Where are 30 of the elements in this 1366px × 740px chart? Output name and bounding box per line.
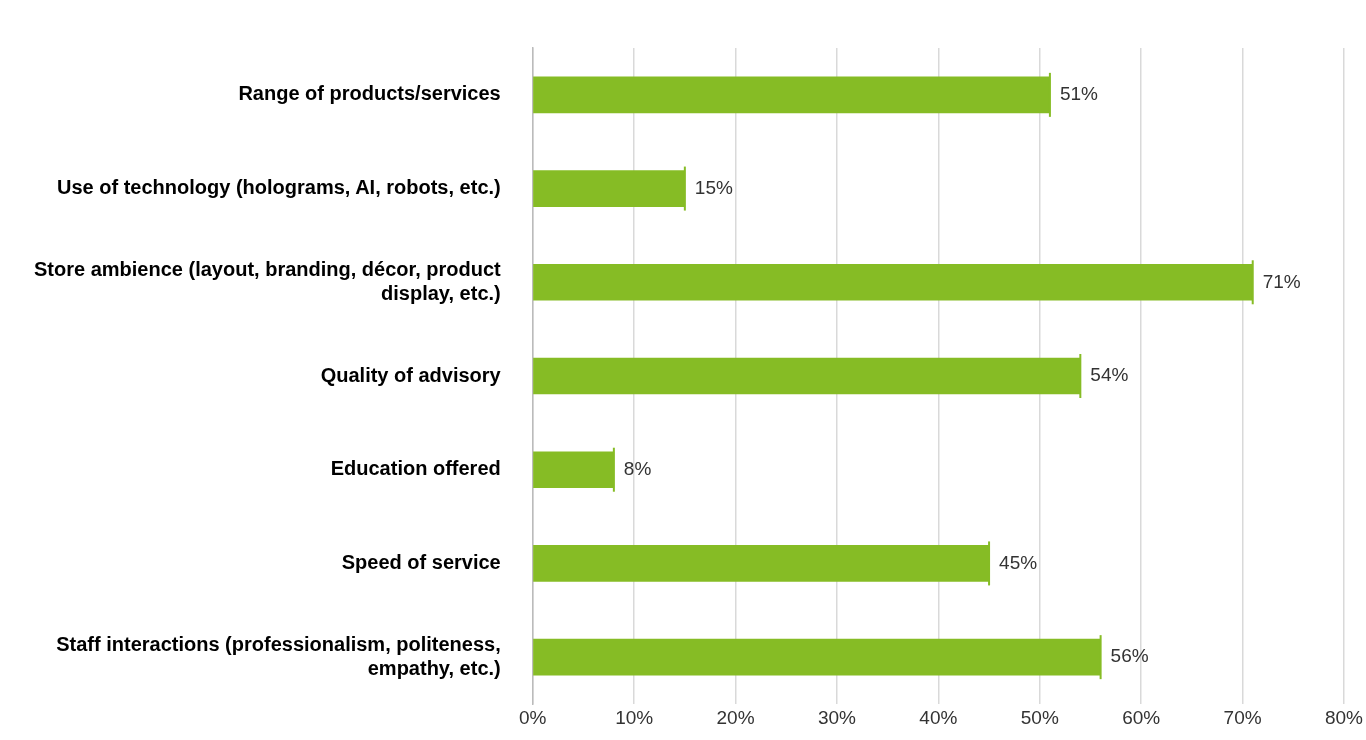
x-tick-label: 60% (1122, 706, 1161, 728)
x-tick-label: 10% (615, 706, 654, 728)
bar (533, 545, 990, 582)
data-label: 15% (694, 176, 733, 198)
bar (533, 263, 1254, 301)
y-tick-label: Speed of service (341, 550, 501, 573)
y-tick-label: Quality of advisory (320, 363, 502, 386)
data-label: 45% (999, 551, 1038, 573)
bar (533, 357, 1081, 395)
bar (533, 451, 615, 489)
x-tick-label: 0% (519, 706, 547, 728)
y-tick-label: Store ambience (layout, branding, décor, product display, etc.) (33, 257, 502, 304)
y-tick-label: Staff interactions (professionalism, politeness, empathy, etc.) (56, 632, 501, 679)
x-tick-label: 30% (817, 706, 857, 728)
x-tick-label: 80% (1324, 706, 1364, 728)
x-tick-label: 70% (1223, 706, 1262, 728)
x-tick-label: 50% (1020, 706, 1059, 728)
y-tick-label: Education offered (330, 457, 501, 480)
data-label: 71% (1262, 270, 1301, 292)
data-label: 56% (1110, 645, 1149, 667)
y-tick-label: Use of technology (holograms, AI, robots, etc.) (56, 176, 501, 199)
data-label: 51% (1059, 83, 1099, 105)
bar (533, 638, 1101, 676)
x-tick-label: 20% (716, 706, 755, 728)
data-label: 8% (623, 457, 652, 479)
data-label: 54% (1090, 364, 1129, 386)
bar (533, 76, 1051, 114)
x-tick-label: 40% (919, 706, 958, 728)
y-tick-label: Range of products/services (238, 82, 501, 105)
bar (533, 170, 686, 207)
